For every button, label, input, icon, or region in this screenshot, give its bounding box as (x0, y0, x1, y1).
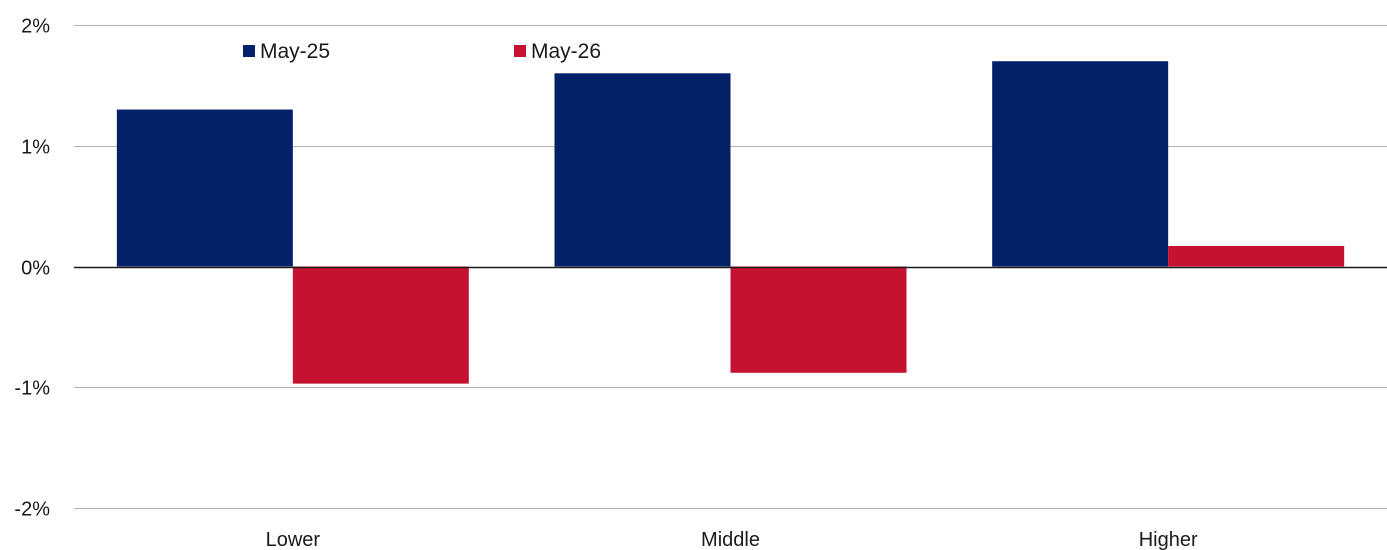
bar-may-25-lower (116, 109, 293, 267)
axes: -2% -1% 0% 1% 2% Lower Middle Higher (14, 16, 1387, 550)
x-category-label: Lower (266, 529, 321, 550)
bar-may-25-higher (992, 61, 1169, 267)
legend-swatch-may-25 (243, 45, 255, 57)
bar-may-25-middle (554, 73, 731, 267)
y-tick-label: 0% (21, 258, 50, 280)
y-tick-label: 1% (21, 137, 50, 159)
bar-may-26-higher (1168, 245, 1345, 267)
y-tick-label: -1% (14, 378, 50, 400)
y-tick-label: 2% (21, 16, 50, 38)
legend-swatch-may-26 (514, 45, 526, 57)
bar-may-26-lower (292, 266, 469, 384)
x-category-label: Higher (1139, 529, 1198, 550)
bars (116, 61, 1345, 384)
legend-label: May-25 (260, 40, 330, 63)
y-tick-label: -2% (14, 499, 50, 521)
x-category-label: Middle (701, 529, 760, 550)
legend-label: May-26 (531, 40, 601, 63)
bar-may-26-middle (730, 266, 907, 373)
legend: May-25 May-26 (243, 40, 601, 63)
